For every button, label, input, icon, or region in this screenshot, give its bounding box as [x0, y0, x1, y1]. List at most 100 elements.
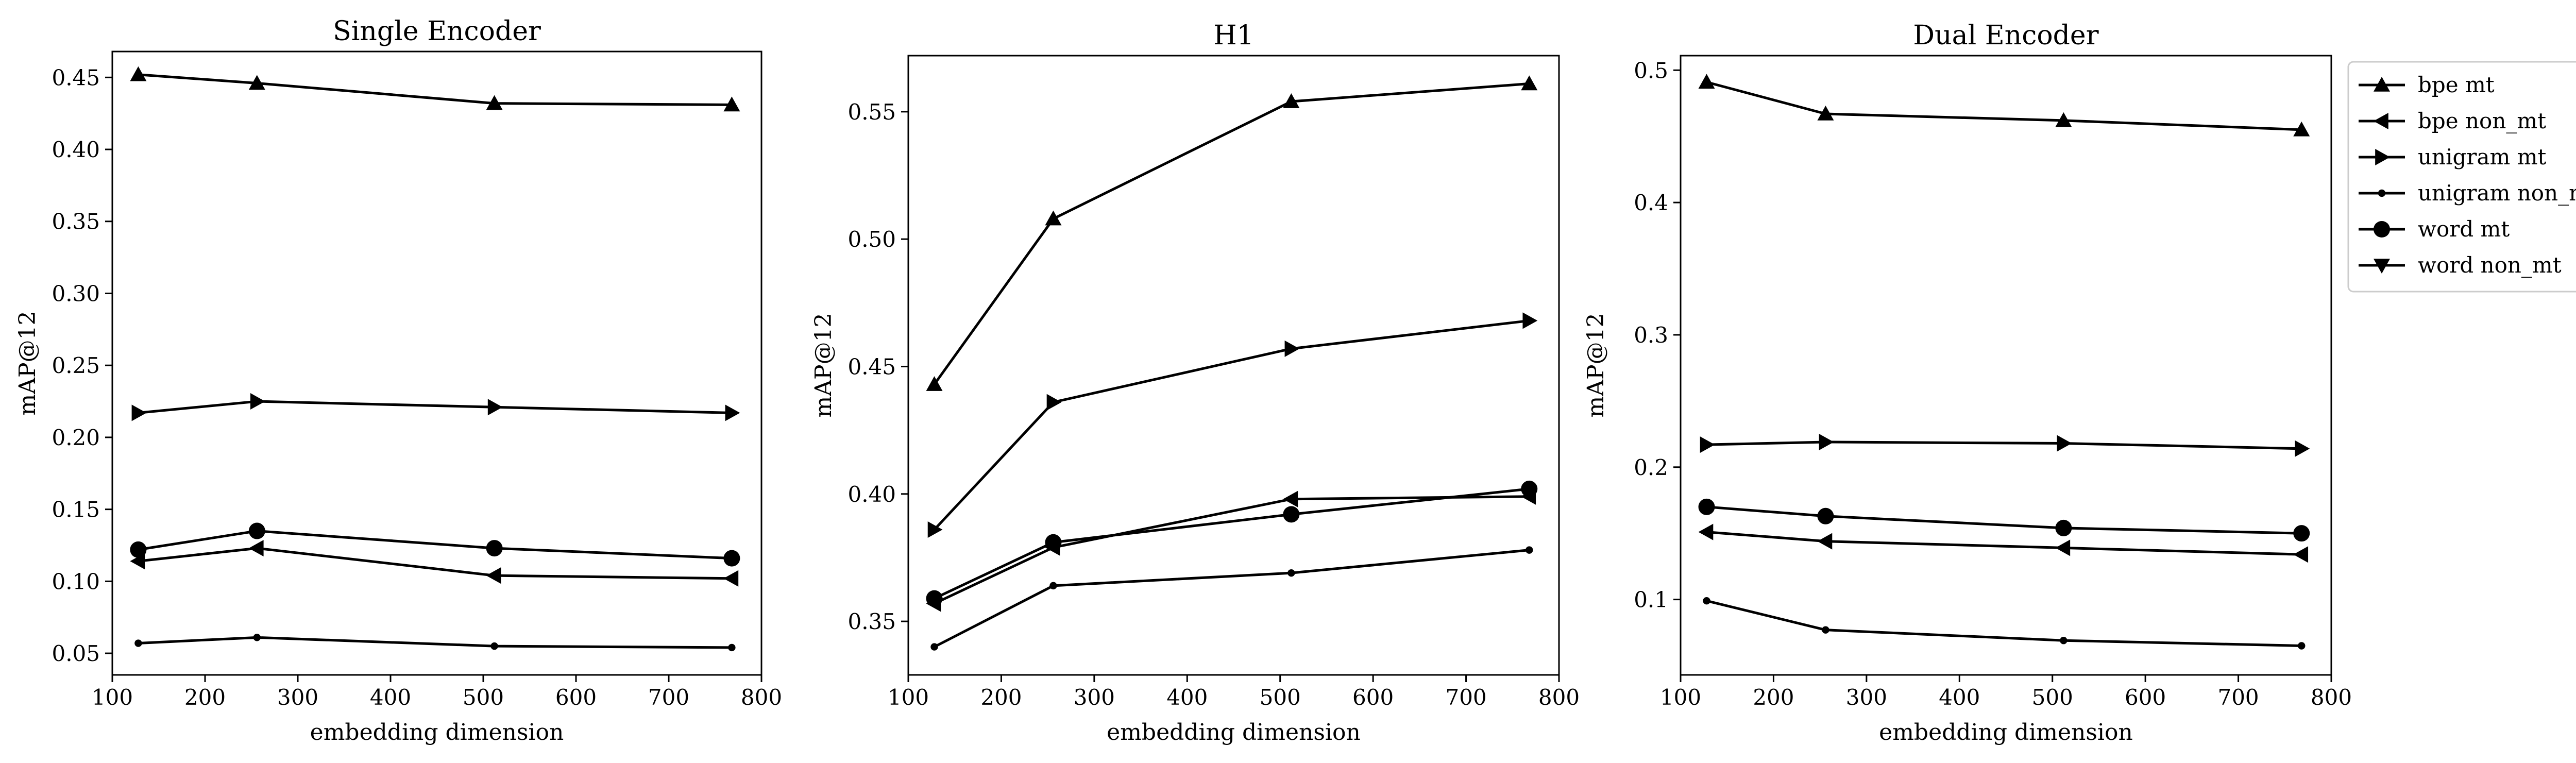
data-point: [1698, 523, 1714, 540]
series-line: [1706, 80, 2302, 131]
data-point: [2293, 546, 2309, 563]
series-line: [934, 549, 1530, 648]
x-tick-label: 600: [2125, 685, 2166, 710]
data-point: [1521, 75, 1538, 91]
y-tick-label: 0.45: [52, 65, 100, 90]
series-line: [1706, 599, 2302, 647]
data-point: [1283, 506, 1300, 523]
series-bpe-mt: [1698, 74, 2310, 137]
chart-title: Dual Encoder: [1913, 20, 2098, 51]
data-point: [2055, 519, 2072, 536]
x-tick-label: 700: [2217, 685, 2259, 710]
subplot-3: Dual Encoder 100 200 300 400 500 600 700 800 0.1 0…: [1583, 20, 2352, 745]
series-bpe-mt: [926, 75, 1538, 391]
data-point: [486, 540, 503, 557]
series-unigram-non-mt: [930, 546, 1533, 651]
series-line: [138, 636, 732, 649]
data-point: [1700, 436, 1715, 453]
y-tick-label: 0.1: [1634, 587, 1668, 613]
series-bpe-non-mt: [1698, 523, 2309, 563]
series-word-mt: [1698, 498, 2310, 542]
y-tick-label: 0.50: [848, 227, 896, 252]
data-point: [1045, 534, 1062, 551]
legend-marker: [2374, 221, 2390, 238]
y-tick-label: 0.05: [52, 641, 100, 666]
y-tick-label: 0.40: [848, 482, 896, 507]
y-tick-label: 0.10: [52, 569, 100, 594]
data-point: [1703, 597, 1710, 605]
data-point: [2295, 440, 2310, 457]
x-tick-label: 800: [741, 685, 782, 710]
data-point: [130, 66, 147, 81]
series-line: [1706, 531, 2302, 556]
data-point: [1819, 433, 1834, 450]
data-point: [1698, 74, 1715, 89]
data-point: [1817, 507, 1834, 524]
data-point: [930, 643, 938, 651]
data-point: [723, 570, 739, 587]
data-point: [2057, 435, 2072, 452]
data-point: [725, 404, 740, 421]
series-line: [934, 495, 1530, 605]
series-unigram-mt: [131, 393, 740, 421]
y-axis-label: mAP@12: [810, 313, 837, 417]
x-tick-label: 400: [1939, 685, 1980, 710]
series-bpe-non-mt: [926, 488, 1536, 612]
x-tick-label: 500: [463, 685, 504, 710]
data-point: [2060, 637, 2067, 645]
data-point: [926, 376, 943, 391]
data-point: [1283, 490, 1298, 507]
data-point: [1283, 93, 1300, 108]
data-point: [248, 540, 264, 557]
x-tick-label: 700: [648, 685, 689, 710]
subplot-2: H1 100 200 300 400 500 600 700 800 0.35 0.40 0.45 0.…: [810, 20, 1580, 745]
legend-marker: [2374, 259, 2390, 274]
data-point: [486, 567, 501, 584]
x-tick-label: 500: [1260, 685, 1301, 710]
legend-frame: [2347, 61, 2576, 293]
y-axis-label: mAP@12: [14, 311, 41, 415]
data-point: [1287, 569, 1295, 577]
data-point: [1817, 533, 1833, 550]
series-unigram-non-mt: [1703, 597, 2306, 650]
legend-entry: bpe non_mt: [2359, 108, 2546, 133]
data-point: [2055, 539, 2071, 556]
y-tick-label: 0.35: [52, 209, 100, 234]
data-point: [248, 75, 265, 90]
x-tick-label: 700: [1445, 685, 1486, 710]
data-point: [926, 590, 943, 607]
series-line: [138, 73, 732, 106]
y-tick-label: 0.35: [848, 609, 896, 634]
y-tick-label: 0.4: [1634, 190, 1668, 215]
y-tick-label: 0.15: [52, 497, 100, 522]
x-tick-label: 300: [1074, 685, 1115, 710]
x-tick-label: 400: [370, 685, 411, 710]
data-point: [1522, 312, 1538, 329]
series-unigram-non-mt: [134, 634, 736, 652]
data-point: [1526, 546, 1533, 554]
data-point: [2055, 112, 2072, 127]
data-point: [130, 541, 147, 558]
legend-entry: word non_mt: [2359, 252, 2562, 278]
data-point: [1698, 498, 1715, 515]
data-point: [2293, 121, 2310, 137]
series-line: [1706, 440, 2302, 450]
x-axis-label: embedding dimension: [1879, 719, 2133, 745]
plot-frame: [1680, 55, 2332, 676]
data-point: [490, 642, 498, 650]
legend-label: word mt: [2418, 216, 2510, 242]
legend-label: unigram mt: [2418, 144, 2547, 169]
data-point: [131, 404, 147, 421]
legend-entry: word mt: [2359, 216, 2510, 242]
x-tick-label: 600: [555, 685, 597, 710]
data-point: [2298, 642, 2306, 650]
data-point: [2293, 525, 2310, 542]
series-word-mt: [130, 522, 740, 567]
data-point: [723, 96, 740, 112]
x-tick-label: 100: [888, 685, 929, 710]
y-tick-label: 0.55: [848, 99, 896, 125]
legend-label: word non_mt: [2418, 252, 2562, 278]
series-line: [138, 530, 732, 560]
